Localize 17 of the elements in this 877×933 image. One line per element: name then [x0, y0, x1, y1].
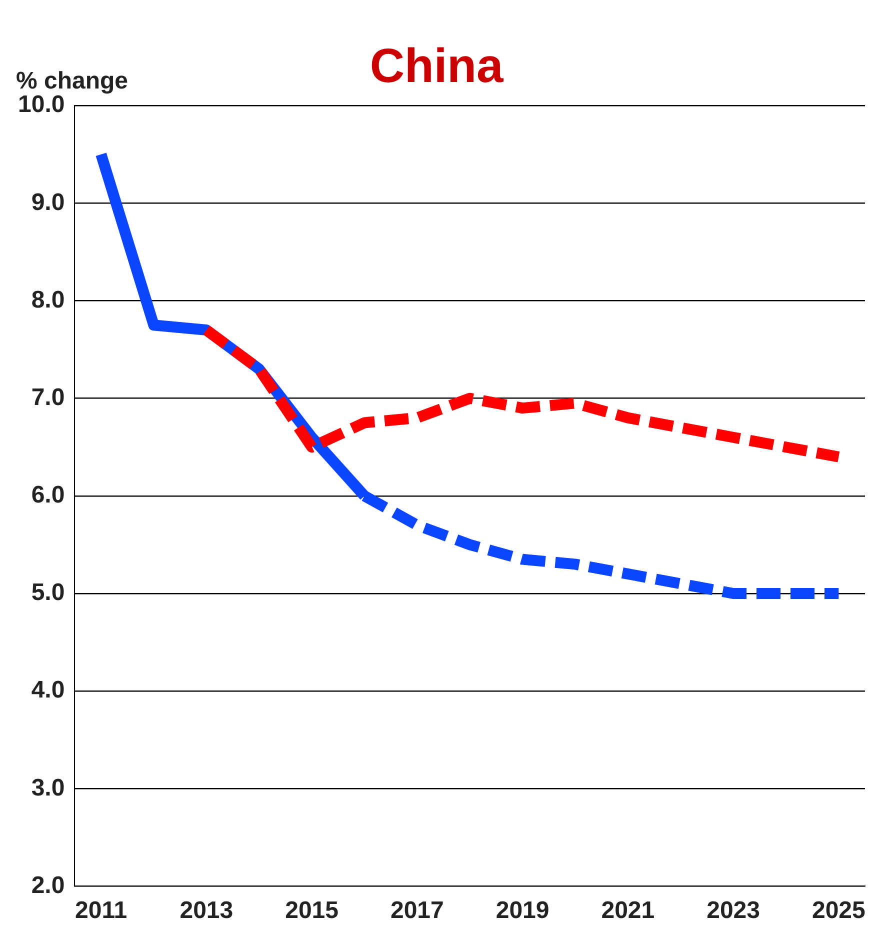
y-tick-label: 5.0 — [31, 579, 65, 606]
y-tick-label: 4.0 — [31, 676, 65, 704]
x-tick-label: 2023 — [706, 897, 760, 924]
x-tick-label: 2013 — [180, 897, 234, 924]
y-tick-label: 3.0 — [31, 774, 65, 802]
y-tick-label: 2.0 — [31, 872, 65, 899]
y-tick-label: 8.0 — [31, 286, 65, 314]
x-tick-label: 2021 — [601, 897, 655, 924]
y-tick-label: 7.0 — [31, 384, 65, 411]
x-tick-label: 2025 — [812, 897, 866, 924]
chart-title: China — [370, 40, 504, 94]
x-tick-label: 2019 — [496, 897, 550, 924]
y-tick-label: 9.0 — [31, 188, 65, 216]
x-tick-label: 2017 — [390, 897, 444, 924]
x-tick-label: 2015 — [285, 897, 338, 924]
x-tick-label: 2011 — [75, 897, 128, 924]
y-tick-label: 6.0 — [31, 482, 65, 509]
